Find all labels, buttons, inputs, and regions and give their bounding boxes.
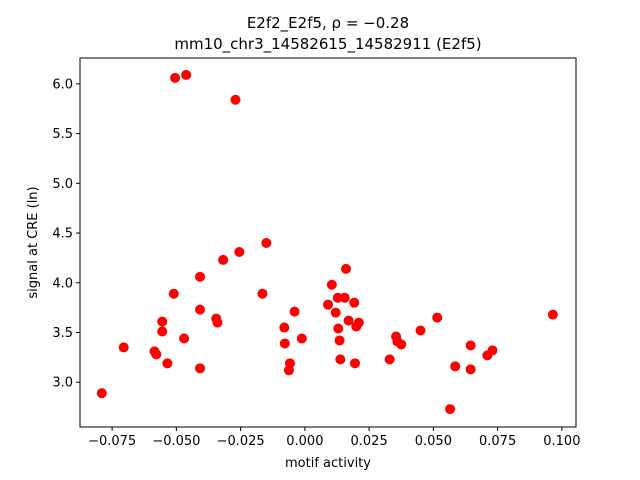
data-point bbox=[118, 342, 129, 353]
data-point bbox=[218, 254, 229, 265]
y-tick-label: 3.5 bbox=[52, 326, 73, 341]
data-point bbox=[157, 326, 168, 337]
data-point bbox=[212, 317, 223, 328]
y-axis-ticks: 3.0 3.5 4.0 4.5 5.0 5.5 6.0 bbox=[52, 77, 80, 391]
y-axis-label: signal at CRE (ln) bbox=[26, 186, 41, 298]
data-point bbox=[415, 325, 426, 336]
data-point bbox=[432, 312, 443, 323]
y-tick-label: 5.0 bbox=[52, 177, 73, 192]
y-tick-label: 6.0 bbox=[52, 77, 73, 92]
x-axis-label: motif activity bbox=[285, 456, 371, 471]
data-point bbox=[547, 309, 558, 320]
data-points bbox=[96, 69, 558, 415]
data-point bbox=[234, 246, 245, 257]
plot-area-frame bbox=[79, 57, 577, 428]
x-tick-label: 0.075 bbox=[479, 434, 516, 449]
x-tick-label: 0.025 bbox=[351, 434, 388, 449]
data-point bbox=[349, 358, 360, 369]
x-axis-ticks: −0.075 −0.050 −0.025 0.000 0.025 0.050 0.075 0.… bbox=[88, 427, 580, 449]
data-point bbox=[334, 335, 345, 346]
data-point bbox=[179, 333, 190, 344]
x-tick-label: −0.075 bbox=[88, 434, 136, 449]
data-point bbox=[284, 358, 295, 369]
data-point bbox=[349, 297, 360, 308]
data-point bbox=[257, 288, 268, 299]
data-point bbox=[335, 354, 346, 365]
data-point bbox=[332, 292, 343, 303]
data-point bbox=[195, 304, 206, 315]
data-point bbox=[195, 363, 206, 374]
x-tick-label: −0.025 bbox=[217, 434, 265, 449]
x-tick-label: 0.050 bbox=[415, 434, 452, 449]
data-point bbox=[450, 361, 461, 372]
data-point bbox=[333, 323, 344, 334]
x-tick-label: −0.050 bbox=[152, 434, 200, 449]
y-tick-label: 3.0 bbox=[52, 376, 73, 391]
data-point bbox=[181, 69, 192, 80]
y-tick-label: 4.5 bbox=[52, 227, 73, 242]
data-point bbox=[279, 322, 290, 333]
data-point bbox=[162, 358, 173, 369]
data-point bbox=[279, 338, 290, 349]
x-tick-label: 0.100 bbox=[543, 434, 580, 449]
data-point bbox=[487, 345, 498, 356]
data-point bbox=[151, 349, 162, 360]
data-point bbox=[465, 364, 476, 375]
data-point bbox=[465, 340, 476, 351]
data-point bbox=[289, 306, 300, 317]
data-point bbox=[170, 72, 181, 83]
chart-title: E2f2_E2f5, ρ = −0.28 bbox=[247, 14, 409, 33]
data-point bbox=[296, 333, 307, 344]
data-point bbox=[157, 316, 168, 327]
data-point bbox=[323, 299, 333, 310]
data-point bbox=[339, 292, 350, 303]
x-tick-label: 0.000 bbox=[286, 434, 323, 449]
data-point bbox=[343, 315, 354, 326]
y-tick-label: 4.0 bbox=[52, 276, 73, 291]
data-point bbox=[230, 94, 241, 105]
data-point bbox=[168, 288, 179, 299]
data-point bbox=[326, 279, 337, 290]
data-point bbox=[340, 263, 351, 274]
data-point bbox=[445, 404, 456, 415]
data-point bbox=[384, 354, 395, 365]
data-point bbox=[330, 307, 341, 318]
data-point bbox=[396, 339, 407, 350]
chart-subtitle: mm10_chr3_14582615_14582911 (E2f5) bbox=[174, 35, 481, 54]
data-point bbox=[261, 237, 272, 248]
y-tick-label: 5.5 bbox=[52, 127, 73, 142]
data-point bbox=[96, 388, 107, 399]
data-point bbox=[353, 317, 364, 328]
data-point bbox=[195, 271, 206, 282]
